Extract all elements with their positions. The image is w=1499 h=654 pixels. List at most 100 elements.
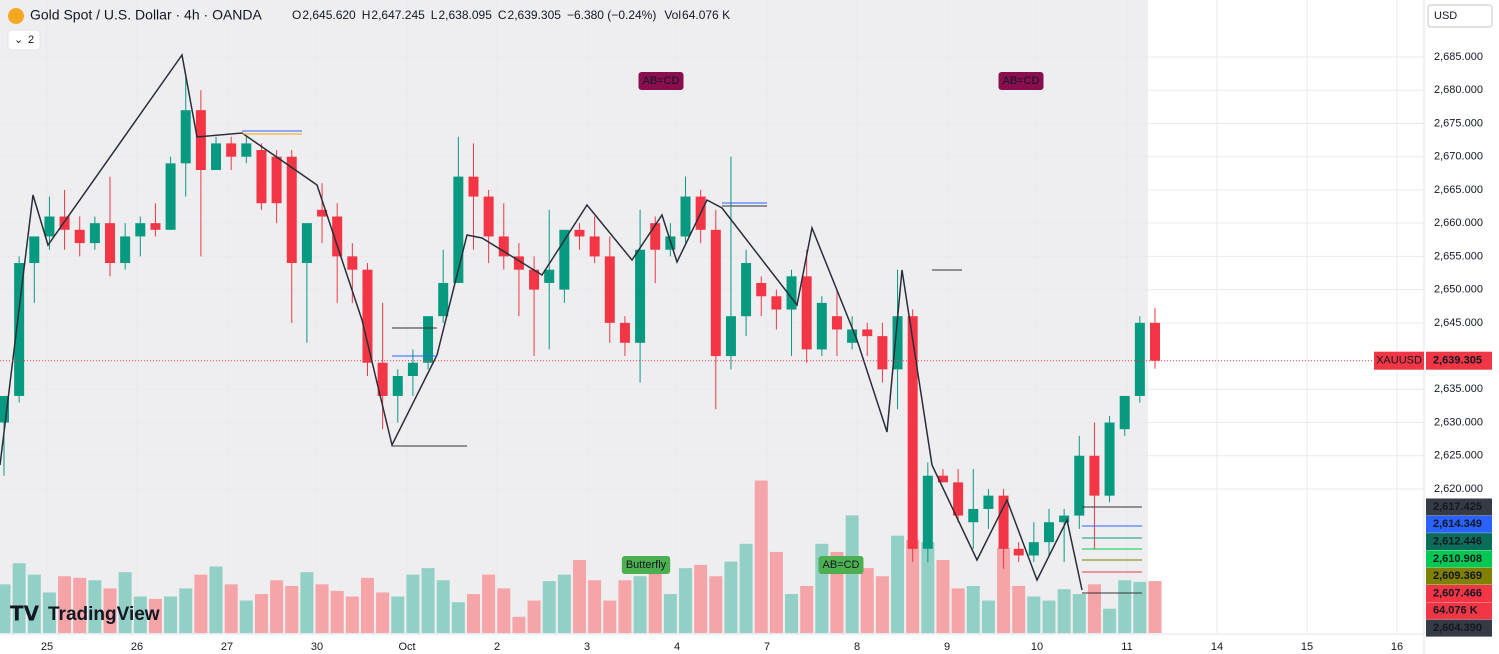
volume-bar bbox=[906, 539, 920, 633]
volume-bar bbox=[709, 576, 723, 633]
candle-body bbox=[180, 110, 191, 164]
price-label: 2,607.466 bbox=[1433, 587, 1482, 599]
volume-bar bbox=[860, 568, 874, 633]
volume-bar bbox=[1042, 600, 1056, 633]
candle-body bbox=[14, 263, 25, 396]
price-label-bg bbox=[1426, 567, 1492, 585]
x-tick-label: 7 bbox=[764, 641, 770, 653]
volume-key: Vol bbox=[664, 8, 681, 22]
volume-bar bbox=[133, 596, 147, 633]
y-tick-label: 2,650.000 bbox=[1434, 284, 1483, 296]
pattern-badge bbox=[998, 72, 1044, 90]
x-tick-label: 9 bbox=[944, 641, 950, 653]
candle-body bbox=[892, 316, 903, 370]
symbol-tag-bg bbox=[1374, 351, 1424, 370]
candle-body bbox=[347, 256, 358, 270]
candle-body bbox=[256, 150, 267, 204]
volume-bar bbox=[239, 600, 253, 633]
currency-button[interactable] bbox=[1427, 4, 1493, 28]
volume-bar bbox=[573, 560, 586, 633]
volume-bar bbox=[27, 574, 41, 633]
x-tick-label: 2 bbox=[494, 641, 500, 653]
symbol-title: Gold Spot / U.S. Dollar · 4h · OANDA bbox=[30, 7, 263, 23]
volume-bar bbox=[209, 566, 223, 633]
candle-body bbox=[1150, 322, 1160, 361]
candle-body bbox=[423, 316, 434, 363]
volume-bar bbox=[527, 600, 541, 633]
pattern-label: AB=CD bbox=[1003, 75, 1040, 87]
candle-body bbox=[847, 329, 858, 343]
y-tick-label: 2,635.000 bbox=[1434, 383, 1483, 395]
x-tick-label: 30 bbox=[311, 641, 323, 653]
price-label: 2,604.390 bbox=[1433, 622, 1482, 634]
volume-bar bbox=[694, 564, 708, 633]
brand-mark: 𝗧𝗩 bbox=[10, 603, 40, 625]
candle-body bbox=[922, 475, 933, 549]
volume-bar bbox=[360, 577, 374, 633]
volume-bar bbox=[330, 590, 344, 633]
indicators-count: 2 bbox=[28, 34, 34, 46]
price-label: 64.076 K bbox=[1433, 605, 1478, 617]
candle-body bbox=[29, 236, 40, 264]
candle-body bbox=[907, 316, 918, 549]
candle-body bbox=[756, 282, 767, 297]
volume-bar bbox=[482, 574, 496, 633]
volume-bar bbox=[345, 596, 359, 633]
volume-bar bbox=[285, 585, 299, 633]
candle-body bbox=[816, 302, 827, 350]
y-tick-label: 2,645.000 bbox=[1434, 317, 1483, 329]
x-tick-label: 16 bbox=[1391, 641, 1403, 653]
candle-body bbox=[574, 229, 585, 237]
x-tick-label: 4 bbox=[674, 641, 680, 653]
candle-body bbox=[226, 143, 237, 157]
candles-layer bbox=[0, 76, 1160, 569]
candle-body bbox=[301, 223, 312, 264]
volume-layer bbox=[0, 480, 1162, 633]
candle-body bbox=[74, 229, 85, 244]
volume-bar bbox=[315, 584, 329, 633]
candle-body bbox=[483, 196, 494, 237]
candle-body bbox=[741, 263, 752, 317]
volume-bar bbox=[739, 543, 753, 633]
candle-body bbox=[1028, 542, 1039, 556]
indicators-toggle[interactable] bbox=[7, 29, 41, 51]
candle-body bbox=[771, 296, 782, 310]
price-label-bg bbox=[1426, 585, 1492, 602]
price-label: 2,612.446 bbox=[1433, 536, 1482, 548]
brand-logo: 𝗧𝗩 TradingView bbox=[10, 603, 160, 625]
ohlc-value: 2,638.095 bbox=[438, 8, 492, 22]
volume-bar bbox=[58, 576, 72, 633]
price-label: 2,614.349 bbox=[1433, 518, 1482, 530]
fib-levels bbox=[242, 130, 1142, 594]
volume-bar bbox=[451, 602, 465, 633]
candle-body bbox=[1074, 455, 1085, 516]
symbol-tag: XAUUSD bbox=[1376, 355, 1422, 367]
y-tick-label: 2,685.000 bbox=[1434, 51, 1483, 63]
volume-bar bbox=[376, 592, 390, 633]
volume-bar bbox=[436, 580, 450, 633]
volume-bar bbox=[603, 600, 617, 633]
candle-body bbox=[1089, 455, 1100, 496]
pattern-label: AB=CD bbox=[823, 559, 860, 571]
y-tick-label: 2,655.000 bbox=[1434, 250, 1483, 262]
ohlc-value: 2,645.620 bbox=[302, 8, 356, 22]
ohlc-value: 2,639.305 bbox=[508, 8, 562, 22]
brand-name: TradingView bbox=[48, 604, 160, 625]
volume-bar bbox=[300, 572, 314, 633]
candle-body bbox=[589, 236, 600, 257]
volume-bar bbox=[118, 572, 132, 633]
candle-body bbox=[544, 269, 555, 283]
y-tick-label: 2,620.000 bbox=[1434, 483, 1483, 495]
y-tick-label: 2,665.000 bbox=[1434, 184, 1483, 196]
candle-body bbox=[150, 223, 161, 230]
candle-body bbox=[650, 223, 661, 250]
candle-body bbox=[559, 229, 570, 290]
x-tick-label: 11 bbox=[1121, 641, 1132, 653]
candle-body bbox=[407, 362, 418, 377]
candle-body bbox=[392, 376, 403, 396]
volume-bar bbox=[497, 588, 511, 633]
volume-bar bbox=[42, 592, 56, 633]
ohlc-key: O bbox=[292, 8, 301, 22]
candle-body bbox=[332, 216, 343, 257]
y-tick-label: 2,630.000 bbox=[1434, 416, 1483, 428]
